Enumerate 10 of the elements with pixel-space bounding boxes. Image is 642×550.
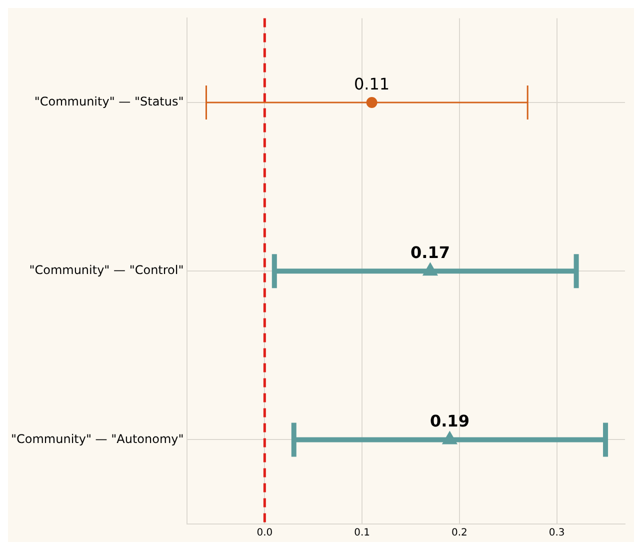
x-tick-label: 0.1 xyxy=(354,528,370,539)
data-label: 0.19 xyxy=(430,412,470,431)
x-tick-label: 0.2 xyxy=(451,528,468,539)
y-tick-label: "Community" — "Control" xyxy=(29,263,184,278)
y-tick-label: "Community" — "Autonomy" xyxy=(10,432,184,446)
data-label: 0.11 xyxy=(354,74,390,94)
data-label: 0.17 xyxy=(410,243,450,262)
y-tick-label: "Community" — "Status" xyxy=(34,94,184,109)
x-tick-label: 0.3 xyxy=(548,528,565,539)
x-tick-label: 0.0 xyxy=(256,528,273,539)
